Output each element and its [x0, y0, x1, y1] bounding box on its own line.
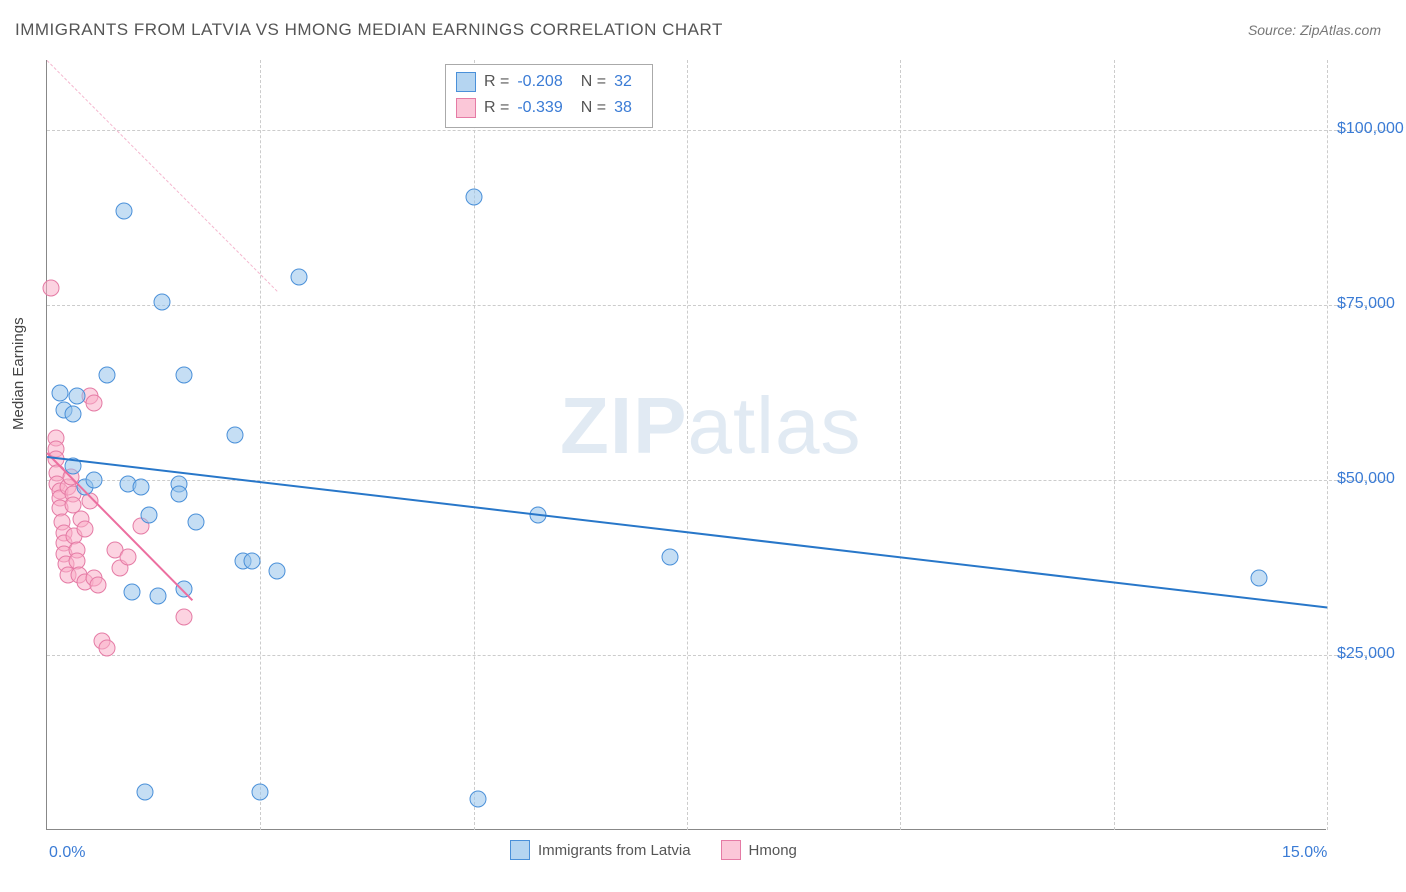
n-value-latvia: 32	[614, 73, 632, 91]
scatter-point	[243, 552, 260, 569]
legend-item-hmong: Hmong	[721, 840, 797, 860]
grid-line-v	[474, 60, 475, 830]
scatter-point	[175, 608, 192, 625]
r-label: R =	[484, 73, 509, 91]
y-tick-label: $25,000	[1337, 645, 1395, 663]
scatter-point	[85, 395, 102, 412]
x-tick-label: 0.0%	[49, 844, 85, 862]
r-value-latvia: -0.208	[517, 73, 562, 91]
scatter-point	[269, 563, 286, 580]
scatter-point	[661, 549, 678, 566]
scatter-point	[290, 269, 307, 286]
scatter-point	[85, 472, 102, 489]
scatter-point	[68, 388, 85, 405]
scatter-point	[175, 367, 192, 384]
n-label: N =	[581, 99, 606, 117]
grid-line-v	[260, 60, 261, 830]
legend-item-latvia: Immigrants from Latvia	[510, 840, 691, 860]
scatter-point	[1250, 570, 1267, 587]
scatter-point	[115, 202, 132, 219]
n-label: N =	[581, 73, 606, 91]
y-tick-label: $75,000	[1337, 295, 1395, 313]
r-label: R =	[484, 99, 509, 117]
grid-line-v	[900, 60, 901, 830]
scatter-point	[149, 587, 166, 604]
n-value-hmong: 38	[614, 99, 632, 117]
scatter-point	[120, 549, 137, 566]
legend-label-latvia: Immigrants from Latvia	[538, 842, 691, 859]
scatter-point	[77, 521, 94, 538]
swatch-pink-icon	[456, 98, 476, 118]
scatter-point	[175, 580, 192, 597]
grid-line-v	[1327, 60, 1328, 830]
scatter-point	[132, 479, 149, 496]
grid-line-h	[47, 130, 1387, 131]
scatter-point	[469, 790, 486, 807]
swatch-blue-icon	[456, 72, 476, 92]
swatch-blue-icon	[510, 840, 530, 860]
chart-title: IMMIGRANTS FROM LATVIA VS HMONG MEDIAN E…	[15, 20, 723, 40]
grid-line-v	[1114, 60, 1115, 830]
legend-label-hmong: Hmong	[749, 842, 797, 859]
scatter-point	[154, 293, 171, 310]
scatter-point	[171, 486, 188, 503]
scatter-point	[465, 188, 482, 205]
stats-row-latvia: R = -0.208 N = 32	[456, 69, 642, 95]
scatter-point	[124, 584, 141, 601]
swatch-pink-icon	[721, 840, 741, 860]
scatter-point	[90, 577, 107, 594]
scatter-point	[64, 405, 81, 422]
bottom-legend: Immigrants from Latvia Hmong	[510, 840, 797, 860]
scatter-point	[252, 783, 269, 800]
grid-line-v	[687, 60, 688, 830]
y-tick-label: $100,000	[1337, 120, 1404, 138]
grid-line-h	[47, 655, 1387, 656]
scatter-point	[43, 279, 60, 296]
stats-box: R = -0.208 N = 32 R = -0.339 N = 38	[445, 64, 653, 128]
stats-row-hmong: R = -0.339 N = 38	[456, 95, 642, 121]
chart-container: IMMIGRANTS FROM LATVIA VS HMONG MEDIAN E…	[0, 0, 1406, 892]
scatter-point	[137, 783, 154, 800]
grid-line-h	[47, 305, 1387, 306]
y-axis-title: Median Earnings	[10, 317, 27, 430]
scatter-point	[98, 367, 115, 384]
scatter-point	[51, 384, 68, 401]
scatter-point	[98, 640, 115, 657]
x-tick-label: 15.0%	[1282, 844, 1327, 862]
y-tick-label: $50,000	[1337, 470, 1395, 488]
scatter-point	[226, 426, 243, 443]
scatter-point	[141, 507, 158, 524]
r-value-hmong: -0.339	[517, 99, 562, 117]
trend-line-dashed	[47, 60, 278, 292]
source-label: Source: ZipAtlas.com	[1248, 22, 1381, 38]
plot-area: $25,000$50,000$75,000$100,0000.0%15.0%	[46, 60, 1326, 830]
scatter-point	[188, 514, 205, 531]
